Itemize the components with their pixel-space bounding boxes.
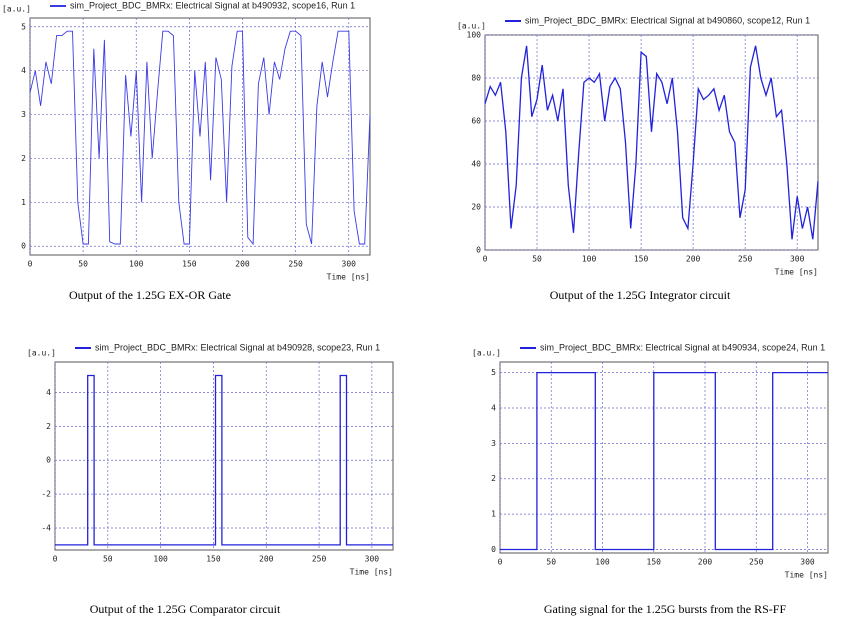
x-axis-label: Time [ns] (785, 571, 828, 580)
legend-label: sim_Project_BDC_BMRx: Electrical Signal … (540, 342, 825, 352)
y-tick-label: 4 (491, 403, 496, 412)
caption: Output of the 1.25G Integrator circuit (550, 288, 731, 302)
x-tick-label: 150 (206, 555, 221, 564)
y-tick-label: 2 (46, 422, 51, 431)
x-tick-label: 100 (595, 558, 610, 567)
x-tick-label: 100 (153, 555, 168, 564)
y-tick-label: 3 (491, 439, 496, 448)
y-tick-label: 4 (21, 66, 26, 75)
x-tick-label: 300 (365, 555, 380, 564)
x-tick-label: 250 (749, 558, 764, 567)
y-tick-label: 0 (21, 242, 26, 251)
x-tick-label: 200 (686, 255, 701, 264)
y-axis-label: [a.u.] (2, 5, 31, 14)
y-tick-label: 0 (476, 246, 481, 255)
plot-area (54, 361, 394, 551)
y-axis-label: [a.u.] (472, 349, 501, 358)
x-axis-label: Time [ns] (327, 273, 370, 282)
x-tick-label: 0 (498, 558, 503, 567)
x-tick-label: 0 (28, 260, 33, 269)
y-tick-label: 5 (21, 22, 26, 31)
y-tick-label: 5 (491, 368, 496, 377)
x-tick-label: 300 (790, 255, 805, 264)
series-line (484, 45, 819, 240)
y-tick-label: 0 (491, 545, 496, 554)
legend-label: sim_Project_BDC_BMRx: Electrical Signal … (525, 15, 810, 25)
x-tick-label: 200 (259, 555, 274, 564)
x-tick-label: 100 (582, 255, 597, 264)
y-tick-label: 1 (21, 198, 26, 207)
x-tick-label: 250 (738, 255, 753, 264)
x-axis-label: Time [ns] (775, 268, 818, 277)
y-tick-label: 60 (471, 117, 481, 126)
x-tick-label: 150 (182, 260, 197, 269)
legend-label: sim_Project_BDC_BMRx: Electrical Signal … (95, 342, 380, 352)
x-tick-label: 50 (546, 558, 556, 567)
y-tick-label: 2 (491, 474, 496, 483)
x-tick-label: 250 (288, 260, 303, 269)
x-tick-label: 250 (312, 555, 327, 564)
series-line (500, 371, 828, 551)
x-tick-label: 300 (800, 558, 815, 567)
x-tick-label: 150 (647, 558, 662, 567)
x-axis-label: Time [ns] (350, 568, 393, 577)
y-tick-label: 40 (471, 160, 481, 169)
x-tick-label: 50 (103, 555, 113, 564)
series-line (29, 30, 371, 246)
plot-area (499, 361, 829, 554)
x-tick-label: 0 (53, 555, 58, 564)
y-axis-label: [a.u.] (27, 349, 56, 358)
y-tick-label: 4 (46, 388, 51, 397)
y-axis-label: [a.u.] (457, 22, 486, 31)
y-tick-label: 0 (46, 456, 51, 465)
y-tick-label: 3 (21, 110, 26, 119)
y-tick-label: 80 (471, 74, 481, 83)
y-tick-label: 2 (21, 154, 26, 163)
x-tick-label: 200 (698, 558, 713, 567)
legend-label: sim_Project_BDC_BMRx: Electrical Signal … (70, 0, 355, 10)
x-tick-label: 300 (342, 260, 357, 269)
y-tick-label: -4 (41, 523, 51, 532)
x-tick-label: 50 (532, 255, 542, 264)
y-tick-label: 100 (467, 31, 482, 40)
series-line (55, 374, 393, 546)
x-tick-label: 100 (129, 260, 144, 269)
caption: Gating signal for the 1.25G bursts from … (544, 602, 787, 616)
x-tick-label: 200 (235, 260, 250, 269)
y-tick-label: 20 (471, 203, 481, 212)
y-tick-label: 1 (491, 510, 496, 519)
caption: Output of the 1.25G Comparator circuit (90, 602, 281, 616)
caption: Output of the 1.25G EX-OR Gate (69, 288, 231, 302)
y-tick-label: -2 (41, 490, 51, 499)
plot-area (484, 34, 819, 251)
x-tick-label: 0 (483, 255, 488, 264)
x-tick-label: 150 (634, 255, 649, 264)
x-tick-label: 50 (78, 260, 88, 269)
